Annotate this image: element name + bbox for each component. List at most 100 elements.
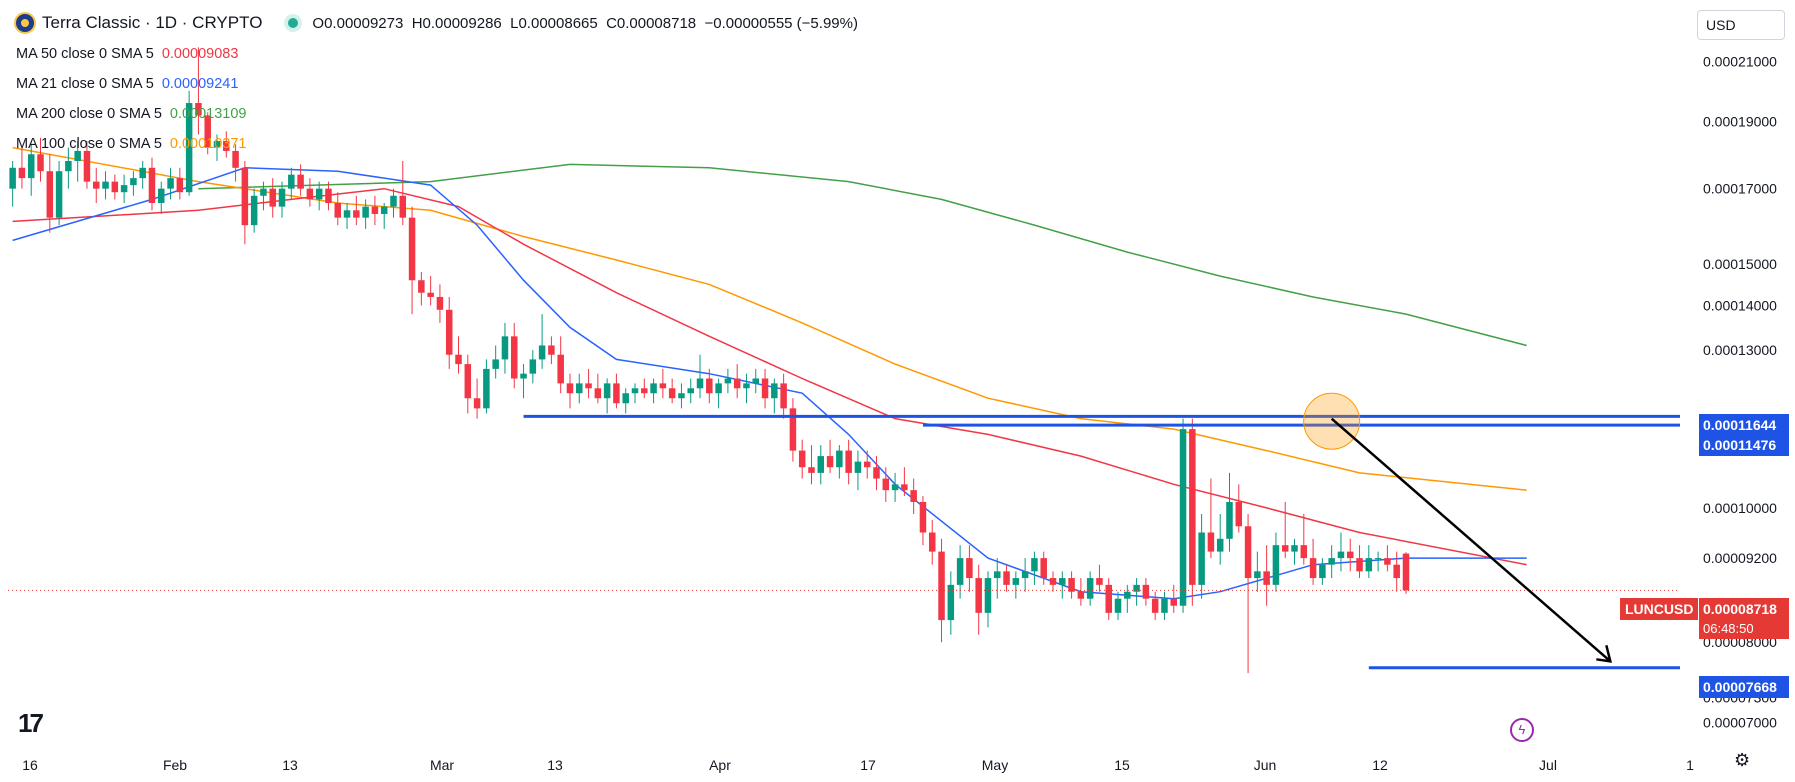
legend-ma200[interactable]: MA 200 close 0 SMA 5 0.00013109 [16, 106, 247, 122]
candle-body [1281, 545, 1289, 552]
candle-body [1059, 578, 1066, 585]
candle-body [1402, 553, 1410, 591]
ohlc-readout: O0.00009273 H0.00009286 L0.00008665 C0.0… [312, 15, 858, 32]
candle-body [371, 206, 379, 214]
candle-body [594, 388, 602, 399]
terra-classic-logo-icon [14, 12, 36, 34]
lightning-icon[interactable]: ϟ [1510, 718, 1534, 742]
candle-body [687, 388, 694, 394]
legend-label: MA 100 close 0 SMA 5 [16, 136, 162, 152]
candle-body [984, 578, 992, 613]
time-tick-label: Mar [430, 757, 454, 773]
candle-body [1114, 598, 1122, 613]
level-tag: 0.00011476 [1699, 434, 1789, 456]
time-tick-label: 1 [1686, 757, 1694, 773]
time-tick-label: 17 [860, 757, 876, 773]
candle-body [1384, 558, 1391, 565]
legend-ma50[interactable]: MA 50 close 0 SMA 5 0.00009083 [16, 46, 238, 62]
candle-body [613, 383, 620, 404]
candle-body [631, 388, 639, 394]
price-tick-label: 0.00021000 [1703, 54, 1777, 70]
currency-select[interactable]: USD [1697, 10, 1785, 40]
time-tick-label: 16 [22, 757, 38, 773]
countdown-tag: 06:48:50 [1699, 618, 1789, 639]
candle-body [715, 383, 722, 394]
candle-body [278, 188, 286, 207]
candle-body [1151, 598, 1159, 613]
candle-body [1374, 558, 1382, 560]
candle-body [315, 188, 323, 200]
candle-body [928, 532, 936, 552]
candle-body [845, 450, 852, 473]
chart-annotations [1303, 392, 1612, 663]
price-tick-label: 0.00017000 [1703, 181, 1777, 197]
candle-body [752, 378, 760, 384]
time-tick-label: 15 [1114, 757, 1130, 773]
highlight-circle [1303, 392, 1361, 450]
candle-body [74, 150, 81, 161]
candle-body [1356, 558, 1363, 572]
candle-body [780, 383, 787, 409]
price-tick-label: 0.00010000 [1703, 500, 1777, 516]
candle-body [1161, 598, 1168, 613]
candle-body [1003, 571, 1010, 585]
candle-body [994, 571, 1001, 579]
candle-body [641, 388, 648, 394]
time-tick-label: May [982, 757, 1008, 773]
legend-ma21[interactable]: MA 21 close 0 SMA 5 0.00009241 [16, 76, 238, 92]
candle-body [1393, 564, 1400, 579]
symbol-tag: LUNCUSD [1620, 598, 1699, 620]
legend-ma100[interactable]: MA 100 close 0 SMA 5 0.00010371 [16, 136, 247, 152]
price-axis-background [1680, 0, 1795, 782]
candle-body [529, 359, 537, 374]
candle-body [1179, 429, 1187, 606]
candle-body [938, 551, 945, 621]
candle-body [576, 383, 583, 394]
price-tick-label: 0.00014000 [1703, 297, 1777, 313]
time-tick-label: Apr [709, 757, 731, 773]
candle-body [1346, 551, 1354, 559]
candle-body [1319, 564, 1326, 579]
candle-body [733, 378, 741, 389]
candle-body [910, 490, 917, 502]
candle-body [1105, 584, 1112, 613]
candle-body [380, 206, 388, 214]
candle-body [250, 195, 258, 226]
candle-body [418, 280, 425, 293]
currency-select-value: USD [1706, 17, 1736, 33]
candle-body [343, 210, 351, 218]
candle-body [464, 364, 472, 399]
candle-body [566, 383, 574, 394]
candle-body [18, 167, 26, 179]
market-status-icon [288, 18, 299, 28]
candle-body [455, 354, 462, 365]
symbol-title[interactable]: Terra Classic · 1D · CRYPTO [42, 13, 263, 32]
candle-body [743, 383, 750, 389]
candle-body [761, 378, 769, 399]
candle-body [167, 178, 174, 189]
settings-icon[interactable]: ⚙ [1734, 750, 1751, 770]
candle-body [836, 450, 843, 468]
candle-body [1086, 578, 1094, 599]
time-tick-label: Jul [1539, 757, 1557, 773]
legend-label: MA 50 close 0 SMA 5 [16, 46, 154, 62]
candle-body [771, 383, 778, 399]
candle-body [297, 174, 304, 189]
candle-body [1254, 571, 1261, 579]
candle-body [427, 292, 434, 297]
tradingview-logo-icon: 17 [18, 708, 44, 738]
candle-body [1365, 558, 1373, 572]
candle-body [176, 178, 184, 193]
candle-body [306, 188, 314, 200]
time-tick-label: Feb [163, 757, 187, 773]
level-tag: 0.00011644 [1699, 414, 1789, 436]
candle-body [1012, 578, 1020, 585]
candle-body [808, 467, 815, 473]
trend-arrow-head [1596, 645, 1612, 663]
time-tick-label: Jun [1254, 757, 1277, 773]
candle-body [492, 359, 499, 369]
candle-body [362, 206, 369, 218]
candle-body [510, 336, 518, 379]
candle-body [501, 336, 509, 360]
